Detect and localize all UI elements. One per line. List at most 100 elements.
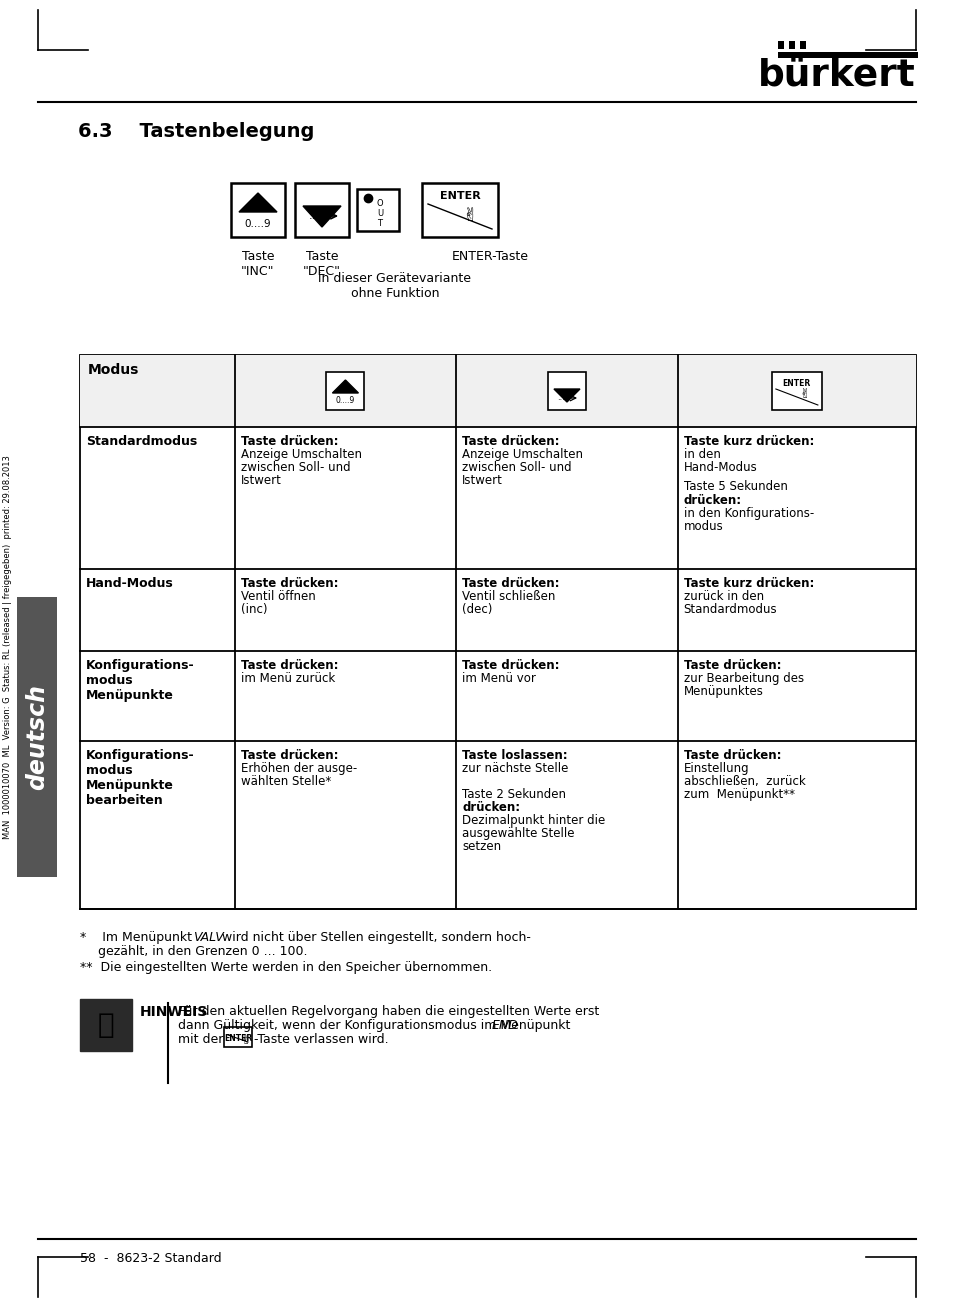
Text: zur Bearbeitung des: zur Bearbeitung des (683, 672, 803, 685)
Text: END: END (492, 1019, 518, 1033)
Text: Taste 5 Sekunden: Taste 5 Sekunden (683, 481, 787, 494)
Text: ✌: ✌ (799, 387, 809, 400)
Text: Hand-Modus: Hand-Modus (86, 576, 173, 589)
Polygon shape (554, 389, 579, 403)
Text: Taste drücken:: Taste drücken: (240, 749, 337, 762)
Bar (356, 190, 398, 231)
Text: zwischen Soll- und: zwischen Soll- und (461, 461, 571, 474)
Text: Konfigurations-
modus
Menüpunkte: Konfigurations- modus Menüpunkte (86, 659, 194, 702)
Text: ausgewählte Stelle: ausgewählte Stelle (461, 827, 574, 840)
Text: in dieser Gerätevariante
ohne Funktion: in dieser Gerätevariante ohne Funktion (318, 272, 471, 301)
Bar (778, 52, 917, 58)
Text: ENTER: ENTER (781, 379, 810, 388)
Text: im Menü vor: im Menü vor (461, 672, 536, 685)
Bar (224, 1027, 252, 1047)
Text: ENTER-Taste: ENTER-Taste (451, 250, 528, 263)
Bar (80, 356, 915, 908)
Text: 👍: 👍 (97, 1012, 114, 1039)
Text: Erhöhen der ausge-: Erhöhen der ausge- (240, 762, 356, 775)
Text: (dec): (dec) (461, 603, 492, 616)
Text: zum  Menüpunkt**: zum Menüpunkt** (683, 788, 794, 801)
Text: ✌: ✌ (240, 1034, 251, 1047)
Bar (231, 183, 285, 237)
Text: mit der: mit der (178, 1033, 227, 1046)
Text: Taste kurz drücken:: Taste kurz drücken: (683, 435, 813, 448)
Text: dann Gültigkeit, wenn der Konfigurationsmodus im Menüpunkt: dann Gültigkeit, wenn der Konfigurations… (178, 1019, 574, 1033)
Text: Taste drücken:: Taste drücken: (461, 435, 559, 448)
Text: modus: modus (683, 519, 722, 532)
Text: gezählt, in den Grenzen 0 ... 100.: gezählt, in den Grenzen 0 ... 100. (98, 945, 307, 958)
Text: abschließen,  zurück: abschließen, zurück (683, 775, 804, 788)
Text: 0....9: 0....9 (244, 220, 271, 229)
Text: Taste drücken:: Taste drücken: (683, 749, 781, 762)
Text: Istwert: Istwert (240, 474, 281, 488)
Text: Standardmodus: Standardmodus (86, 435, 197, 448)
Bar (17, 597, 57, 877)
Text: Standardmodus: Standardmodus (683, 603, 777, 616)
Bar (80, 356, 915, 427)
Text: bürkert: bürkert (758, 58, 915, 94)
Text: -Taste verlassen wird.: -Taste verlassen wird. (253, 1033, 388, 1046)
Bar (778, 41, 783, 48)
Text: Taste drücken:: Taste drücken: (461, 659, 559, 672)
Polygon shape (332, 380, 358, 393)
Text: Anzeige Umschalten: Anzeige Umschalten (461, 448, 582, 461)
Text: drücken:: drücken: (461, 801, 519, 814)
Bar (547, 372, 585, 410)
Bar (421, 183, 497, 237)
Bar (771, 372, 821, 410)
Text: Ventil schließen: Ventil schließen (461, 589, 555, 603)
Text: MAN  1000010070  ML  Version: G  Status: RL (released | freigegeben)  printed: 2: MAN 1000010070 ML Version: G Status: RL … (3, 455, 11, 839)
Text: Taste drücken:: Taste drücken: (683, 659, 781, 672)
Text: VALV: VALV (193, 931, 224, 944)
Text: Taste drücken:: Taste drücken: (240, 435, 337, 448)
Text: Taste 2 Sekunden: Taste 2 Sekunden (461, 788, 566, 801)
Text: Taste drücken:: Taste drücken: (461, 576, 559, 589)
Text: Dezimalpunkt hinter die: Dezimalpunkt hinter die (461, 814, 605, 827)
Text: ....: .... (557, 393, 567, 403)
Bar (80, 999, 132, 1051)
Text: zurück in den: zurück in den (683, 589, 763, 603)
Text: in den Konfigurations-: in den Konfigurations- (683, 507, 813, 519)
Text: Taste kurz drücken:: Taste kurz drücken: (683, 576, 813, 589)
Text: Konfigurations-
modus
Menüpunkte
bearbeiten: Konfigurations- modus Menüpunkte bearbei… (86, 749, 194, 806)
Bar (294, 183, 349, 237)
Text: Einstellung: Einstellung (683, 762, 748, 775)
Text: Taste loslassen:: Taste loslassen: (461, 749, 567, 762)
Text: U: U (376, 209, 383, 218)
Text: 6.3    Tastenbelegung: 6.3 Tastenbelegung (78, 122, 314, 141)
Polygon shape (303, 207, 340, 227)
Text: 0....9: 0....9 (335, 396, 355, 405)
Text: Taste
"INC": Taste "INC" (241, 250, 274, 278)
Text: O: O (376, 200, 383, 209)
Text: Anzeige Umschalten: Anzeige Umschalten (240, 448, 361, 461)
Text: ....: .... (309, 210, 323, 221)
Text: wählten Stelle*: wählten Stelle* (240, 775, 331, 788)
Text: 58  -  8623-2 Standard: 58 - 8623-2 Standard (80, 1252, 221, 1265)
Text: Hand-Modus: Hand-Modus (683, 461, 757, 474)
Polygon shape (239, 193, 276, 212)
Text: setzen: setzen (461, 840, 500, 853)
Text: zwischen Soll- und: zwischen Soll- und (240, 461, 350, 474)
Text: ENTER: ENTER (224, 1034, 252, 1043)
Text: drücken:: drücken: (683, 494, 741, 507)
Text: **  Die eingestellten Werte werden in den Speicher übernommen.: ** Die eingestellten Werte werden in den… (80, 961, 492, 974)
Text: Für den aktuellen Regelvorgang haben die eingestellten Werte erst: Für den aktuellen Regelvorgang haben die… (178, 1005, 598, 1018)
Text: (inc): (inc) (240, 603, 267, 616)
Text: im Menü zurück: im Menü zurück (240, 672, 335, 685)
Text: Menüpunktes: Menüpunktes (683, 685, 762, 698)
Text: in den: in den (683, 448, 720, 461)
Text: wird nicht über Stellen eingestellt, sondern hoch-: wird nicht über Stellen eingestellt, son… (218, 931, 530, 944)
Text: ENTER: ENTER (439, 191, 480, 201)
Text: zur nächste Stelle: zur nächste Stelle (461, 762, 568, 775)
Bar (788, 41, 794, 48)
Bar (326, 372, 364, 410)
Text: Istwert: Istwert (461, 474, 502, 488)
Text: HINWEIS: HINWEIS (140, 1005, 208, 1019)
Text: Taste drücken:: Taste drücken: (240, 659, 337, 672)
Bar (800, 41, 805, 48)
Text: Taste drücken:: Taste drücken: (240, 576, 337, 589)
Text: ✌: ✌ (462, 207, 477, 225)
Text: *    Im Menüpunkt: * Im Menüpunkt (80, 931, 195, 944)
Text: Modus: Modus (88, 363, 139, 376)
